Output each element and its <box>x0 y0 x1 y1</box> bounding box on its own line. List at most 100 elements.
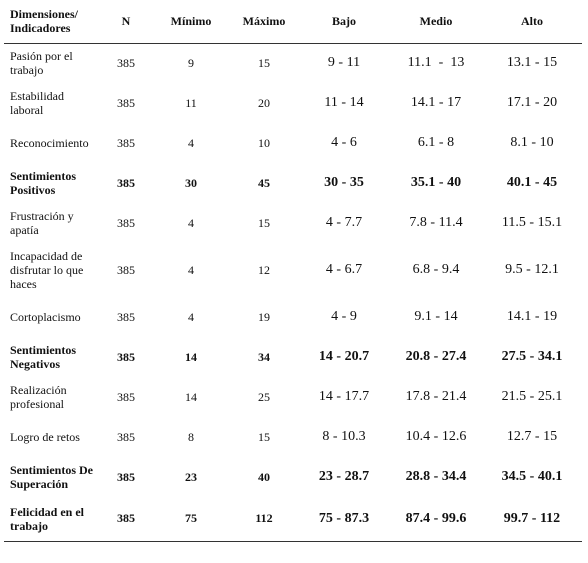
cell-alto: 12.7 - 15 <box>506 429 558 444</box>
cell-n: 385 <box>117 175 135 190</box>
row-label: Cortoplacismo <box>10 310 81 324</box>
row-label: Incapacidad de disfrutar lo que haces <box>10 249 84 291</box>
cell-min: 30 <box>185 175 197 190</box>
cell-alto: 17.1 - 20 <box>506 95 558 110</box>
cell-medio: 7.8 - 11.4 <box>409 215 463 230</box>
header-medio: Medio <box>419 13 453 28</box>
cell-max: 25 <box>258 389 270 404</box>
cell-min: 4 <box>188 262 194 277</box>
cell-bajo: 14 - 17.7 <box>318 389 370 404</box>
row-label: Sentimientos Negativos <box>10 343 76 371</box>
cell-medio: 9.1 - 14 <box>414 309 458 324</box>
cell-alto: 21.5 - 25.1 <box>501 389 563 404</box>
header-bajo: Bajo <box>332 13 356 28</box>
table-row: Estabilidad laboral 385 11 20 11 - 14 14… <box>4 83 582 123</box>
cell-min: 11 <box>185 95 197 110</box>
table-row: Sentimientos De Superación 385 23 40 23 … <box>4 457 582 497</box>
cell-alto: 99.7 - 112 <box>503 510 561 526</box>
row-label: Sentimientos De Superación <box>10 463 93 491</box>
cell-max: 112 <box>255 511 273 526</box>
cell-min: 9 <box>188 55 194 70</box>
table-row: Sentimientos Negativos 385 14 34 14 - 20… <box>4 337 582 377</box>
cell-max: 10 <box>258 135 270 150</box>
header-dimension: Dimensiones/ Indicadores <box>10 7 79 36</box>
cell-max: 12 <box>258 262 270 277</box>
cell-alto: 14.1 - 19 <box>506 309 558 324</box>
cell-min: 4 <box>188 135 194 150</box>
cell-n: 385 <box>117 429 135 444</box>
cell-n: 385 <box>117 349 135 364</box>
cell-medio: 20.8 - 27.4 <box>405 349 467 364</box>
cell-min: 4 <box>188 309 194 324</box>
table-row: Logro de retos 385 8 15 8 - 10.3 10.4 - … <box>4 417 582 457</box>
row-label: Estabilidad laboral <box>10 89 64 117</box>
cell-min: 8 <box>188 429 194 444</box>
cell-bajo: 75 - 87.3 <box>318 510 370 526</box>
cell-medio: 11.1 - 13 <box>407 55 465 71</box>
cell-max: 15 <box>258 215 270 230</box>
cell-n: 385 <box>117 469 135 484</box>
cell-medio: 6.1 - 8 <box>417 135 455 150</box>
cell-bajo: 4 - 6 <box>331 135 357 150</box>
table-row: Realización profesional 385 14 25 14 - 1… <box>4 377 582 417</box>
table-row: Pasión por el trabajo 385 9 15 9 - 11 11… <box>4 43 582 83</box>
cell-medio: 14.1 - 17 <box>410 95 462 110</box>
cell-n: 385 <box>117 262 135 277</box>
cell-medio: 6.8 - 9.4 <box>412 262 460 277</box>
cell-max: 40 <box>258 469 270 484</box>
cell-max: 34 <box>258 349 270 364</box>
cell-bajo: 11 - 14 <box>324 95 364 110</box>
cell-alto: 9.5 - 12.1 <box>505 262 559 277</box>
cell-bajo: 14 - 20.7 <box>318 349 370 364</box>
cell-n: 385 <box>117 95 135 110</box>
cell-bajo: 9 - 11 <box>327 55 361 71</box>
header-row: Dimensiones/ Indicadores N Mínimo Máximo… <box>4 0 582 43</box>
cell-n: 385 <box>117 215 135 230</box>
cell-bajo: 30 - 35 <box>324 175 364 190</box>
cell-n: 385 <box>117 389 135 404</box>
header-alto: Alto <box>521 13 543 28</box>
cell-min: 4 <box>188 215 194 230</box>
row-label: Sentimientos Positivos <box>10 169 76 197</box>
cell-min: 14 <box>185 349 197 364</box>
row-label: Realización profesional <box>10 383 67 411</box>
header-min: Mínimo <box>170 13 212 28</box>
cell-alto: 8.1 - 10 <box>510 135 554 150</box>
row-label: Frustración y apatía <box>10 209 74 237</box>
cell-n: 385 <box>117 135 135 150</box>
row-label: Reconocimiento <box>10 136 89 150</box>
cell-bajo: 4 - 9 <box>331 309 357 324</box>
cell-alto: 27.5 - 34.1 <box>501 349 563 364</box>
cell-n: 385 <box>117 511 135 526</box>
cell-n: 385 <box>117 55 135 70</box>
row-label: Logro de retos <box>10 430 80 444</box>
cell-bajo: 4 - 7.7 <box>325 215 363 230</box>
cell-medio: 87.4 - 99.6 <box>405 510 467 526</box>
cell-min: 75 <box>185 511 197 526</box>
cell-n: 385 <box>117 309 135 324</box>
ranges-table: Dimensiones/ Indicadores N Mínimo Máximo… <box>4 0 582 542</box>
row-label: Pasión por el trabajo <box>10 49 73 78</box>
cell-bajo: 23 - 28.7 <box>318 469 370 484</box>
table-row: Sentimientos Positivos 385 30 45 30 - 35… <box>4 163 582 203</box>
cell-bajo: 8 - 10.3 <box>322 429 366 444</box>
table-row: Cortoplacismo 385 4 19 4 - 9 9.1 - 14 14… <box>4 297 582 337</box>
cell-max: 15 <box>258 429 270 444</box>
cell-alto: 40.1 - 45 <box>506 175 558 190</box>
cell-min: 23 <box>185 469 197 484</box>
cell-medio: 28.8 - 34.4 <box>405 469 467 484</box>
table-row: Reconocimiento 385 4 10 4 - 6 6.1 - 8 8.… <box>4 123 582 163</box>
table-row: Incapacidad de disfrutar lo que haces 38… <box>4 243 582 297</box>
cell-alto: 11.5 - 15.1 <box>501 215 563 230</box>
cell-medio: 35.1 - 40 <box>410 175 462 190</box>
cell-alto: 13.1 - 15 <box>506 55 558 71</box>
cell-max: 19 <box>258 309 270 324</box>
table-row: Felicidad en el trabajo 385 75 112 75 - … <box>4 497 582 541</box>
cell-bajo: 4 - 6.7 <box>325 262 363 277</box>
cell-max: 15 <box>258 55 270 70</box>
cell-medio: 10.4 - 12.6 <box>405 429 467 444</box>
cell-medio: 17.8 - 21.4 <box>405 389 467 404</box>
header-max: Máximo <box>242 13 286 28</box>
header-n: N <box>121 13 131 28</box>
